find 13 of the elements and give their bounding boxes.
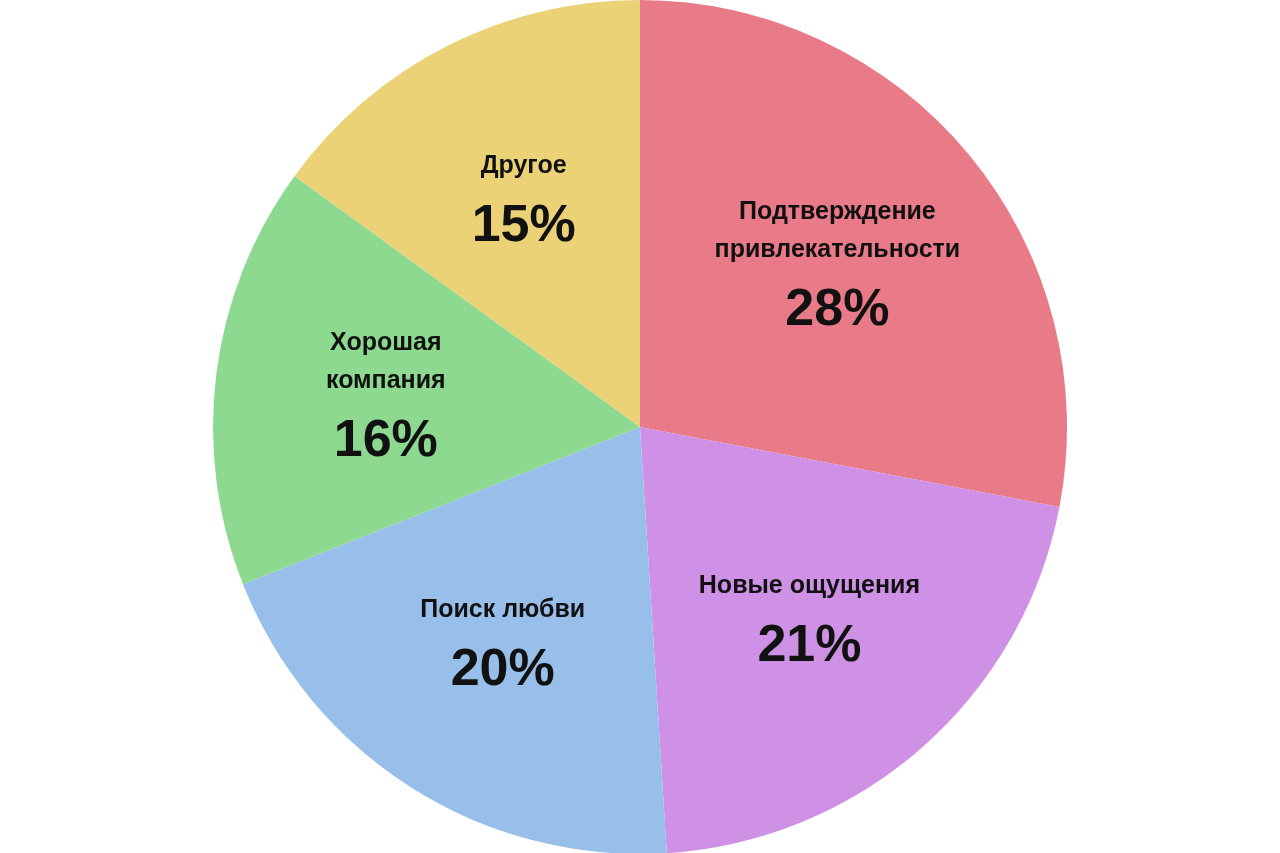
data-label: 21%: [757, 614, 862, 673]
data-label: 15%: [471, 193, 576, 252]
data-label: 28%: [785, 277, 890, 336]
slice-label: Подтверждение привлекательности: [714, 195, 961, 262]
slice-label: Другое: [480, 149, 567, 178]
data-label: 20%: [450, 638, 555, 697]
pie-slice: [213, 176, 640, 585]
pie-slice: [640, 0, 1067, 508]
slice-label: Хорошая компания: [325, 326, 446, 393]
slice-label: Поиск любви: [420, 594, 586, 623]
data-label: 16%: [333, 408, 438, 467]
pie-slice: [640, 427, 1060, 853]
slice-label: Новые ощущения: [698, 570, 921, 599]
